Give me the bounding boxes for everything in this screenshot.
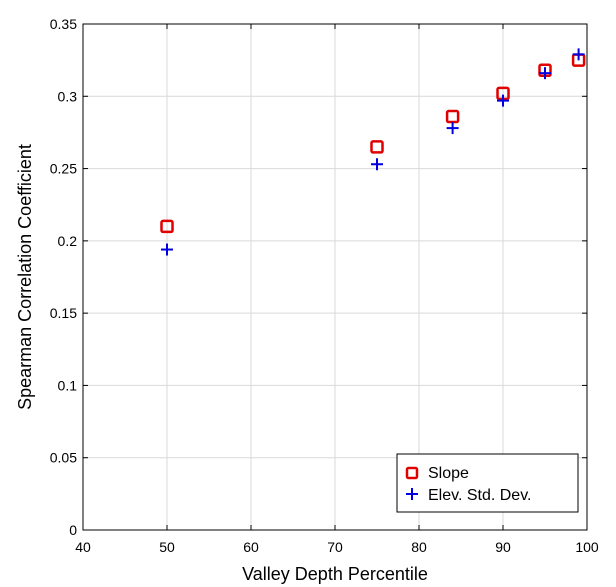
legend-box (396, 453, 579, 513)
elev-std-dev-point (539, 67, 551, 80)
x-tick-label: 90 (495, 539, 511, 555)
elev-std-dev-point (161, 243, 173, 256)
x-tick-label: 100 (575, 539, 599, 555)
legend: Slope Elev. Std. Dev. (396, 453, 579, 513)
y-tick-label: 0.2 (58, 233, 78, 249)
y-tick-label: 0.1 (58, 377, 78, 393)
x-axis-label: Valley Depth Percentile (242, 564, 428, 584)
elev-std-dev-point (446, 122, 459, 135)
y-axis-label: Spearman Correlation Coefficient (15, 144, 35, 410)
x-tick-label: 80 (411, 539, 427, 555)
x-tick-label: 50 (159, 539, 175, 555)
y-tick-label: 0 (69, 522, 77, 538)
slope-point (160, 219, 174, 234)
y-tick-label: 0.25 (50, 161, 77, 177)
legend-marker-slope (405, 466, 419, 480)
slope-point (445, 109, 460, 124)
y-tick-label: 0.15 (50, 305, 77, 321)
legend-label-elev-std-dev: Elev. Std. Dev. (428, 487, 531, 504)
axis-ticks: 40 50 60 70 80 90 100 0 0.05 0.1 0.15 0.2 0.25 0.3 0.3… (50, 16, 599, 555)
y-tick-label: 0.35 (50, 16, 77, 32)
legend-marker-elev-std-dev (406, 488, 418, 500)
x-tick-label: 60 (243, 539, 259, 555)
x-tick-label: 70 (327, 539, 343, 555)
x-tick-label: 40 (75, 539, 91, 555)
legend-label-slope: Slope (428, 465, 469, 482)
y-tick-label: 0.05 (50, 450, 77, 466)
elev-std-dev-point (371, 158, 383, 171)
slope-point (370, 140, 384, 154)
data-marks (160, 48, 586, 256)
elev-std-dev-point (572, 48, 585, 61)
y-tick-label: 0.3 (58, 88, 78, 104)
elev-std-dev-point (497, 94, 509, 107)
